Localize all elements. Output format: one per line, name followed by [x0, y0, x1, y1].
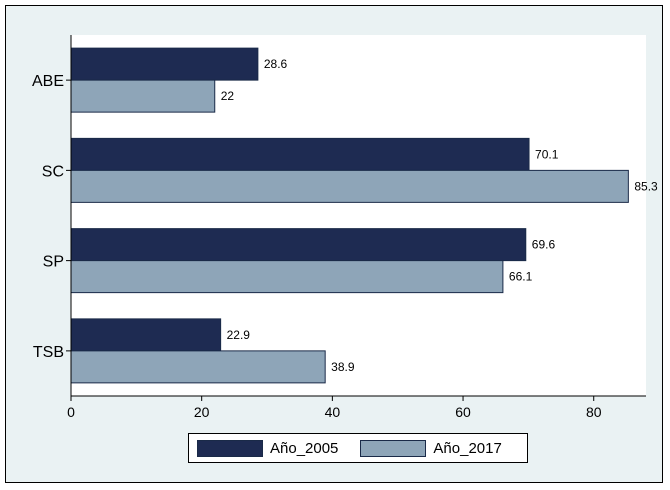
- x-tick-label: 20: [194, 404, 210, 420]
- legend-label-2005: Año_2005: [270, 439, 339, 457]
- legend-label-2017: Año_2017: [433, 439, 502, 457]
- legend: Año_2005 Año_2017: [188, 433, 528, 463]
- bar-sp-a-o-2005: [70, 228, 527, 262]
- bar-abe-a-o-2017: [70, 79, 216, 113]
- legend-item-2017: Año_2017: [360, 439, 502, 457]
- data-label-sc-0: 70.1: [535, 147, 559, 161]
- legend-swatch-2005: [197, 439, 263, 457]
- bar-sc-a-o-2017: [70, 169, 629, 203]
- category-label-sp: SP: [43, 254, 64, 271]
- bars-group: [70, 47, 629, 384]
- bar-sc-a-o-2005: [70, 137, 530, 171]
- data-label-tsb-0: 22.9: [227, 328, 251, 342]
- category-label-abe: ABE: [32, 73, 64, 90]
- bar-sp-a-o-2017: [70, 260, 504, 294]
- category-axis: ABE SC SP TSB: [32, 35, 72, 396]
- bar-abe-a-o-2005: [70, 47, 259, 81]
- category-label-sc: SC: [42, 163, 64, 180]
- bar-tsb-a-o-2017: [70, 350, 326, 384]
- category-label-tsb: TSB: [33, 344, 64, 361]
- data-label-abe-1: 22: [221, 89, 235, 103]
- legend-swatch-2017: [360, 439, 427, 457]
- data-label-sc-1: 85.3: [634, 179, 658, 193]
- x-tick-label: 0: [67, 404, 75, 420]
- data-label-sp-1: 66.1: [509, 270, 533, 284]
- data-label-sp-0: 69.6: [532, 238, 556, 252]
- x-axis: 0 20 40 60 80: [67, 395, 646, 420]
- bar-tsb-a-o-2005: [70, 318, 222, 352]
- data-label-abe-0: 28.6: [264, 57, 288, 71]
- x-tick-label: 40: [325, 404, 341, 420]
- data-label-tsb-1: 38.9: [331, 360, 355, 374]
- data-labels-group: 28.6 22 70.1 85.3 69.6 66.1 22.9 38.9: [221, 57, 658, 374]
- x-tick-label: 60: [455, 404, 471, 420]
- x-tick-label: 80: [586, 404, 602, 420]
- legend-item-2005: Año_2005: [197, 439, 339, 457]
